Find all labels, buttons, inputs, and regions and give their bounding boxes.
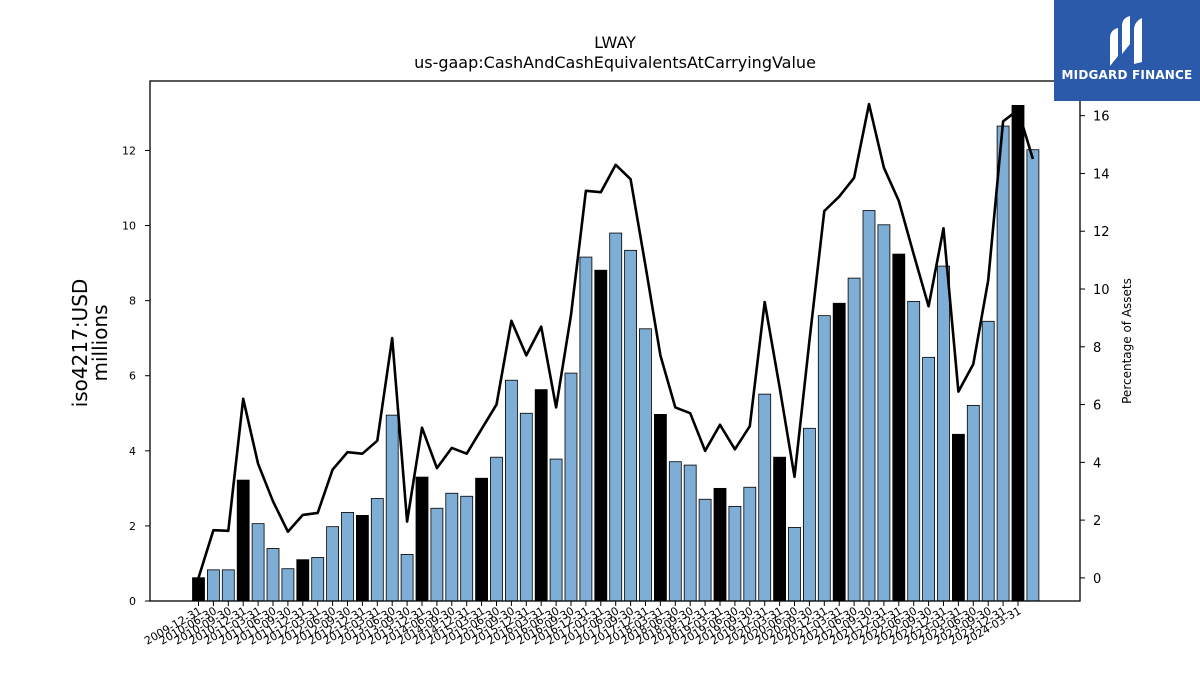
midgard-finance-logo: MIDGARD FINANCE (1054, 0, 1200, 101)
bar (862, 210, 876, 602)
y-tick-label: 12 (122, 144, 136, 157)
bar (668, 461, 682, 602)
bar (460, 495, 474, 602)
bars-group (192, 105, 1040, 602)
bar (996, 125, 1010, 602)
logo-text: MIDGARD FINANCE (1061, 68, 1193, 82)
bar (236, 479, 250, 602)
y2-tick-label: 4 (1093, 456, 1101, 471)
bar (758, 393, 772, 602)
bar (683, 464, 697, 602)
bar (385, 414, 399, 602)
bar (1011, 105, 1025, 602)
bar (832, 302, 846, 602)
bar (370, 498, 384, 602)
bar (579, 256, 593, 602)
chart-subtitle: us-gaap:CashAndCashEquivalentsAtCarrying… (414, 53, 816, 72)
bar (937, 265, 950, 602)
bar (624, 249, 637, 602)
bar (847, 277, 861, 602)
y-axis-right: 0 2 4 6 8 10 12 14 16 (1080, 110, 1110, 587)
bar (788, 527, 801, 602)
bar (206, 569, 220, 602)
y-axis-left: 0 2 4 6 8 10 12 (122, 144, 150, 608)
y2-tick-label: 12 (1093, 225, 1110, 240)
bar (639, 328, 652, 602)
bar (355, 514, 369, 602)
bar (594, 269, 608, 602)
bar (609, 232, 623, 602)
bar (713, 487, 727, 602)
bar (281, 568, 295, 602)
bar (475, 477, 489, 602)
chart-title: LWAY (594, 33, 636, 52)
bar (817, 315, 831, 602)
y-tick-label: 2 (129, 520, 136, 533)
bar (519, 412, 533, 602)
bar (504, 379, 518, 602)
y2-tick-label: 8 (1093, 341, 1101, 356)
y2-tick-label: 10 (1093, 283, 1110, 298)
bar (1026, 149, 1040, 602)
bar (445, 492, 459, 602)
y2-tick-label: 2 (1093, 514, 1101, 529)
bar (400, 554, 414, 602)
bar (981, 320, 995, 602)
bar (698, 498, 712, 602)
y2-tick-label: 0 (1093, 572, 1101, 587)
bar (773, 456, 786, 602)
bar (296, 559, 310, 602)
bar (534, 389, 548, 602)
bar (549, 458, 563, 602)
y2-tick-label: 16 (1093, 110, 1110, 125)
y-tick-label: 8 (129, 295, 136, 308)
bar (803, 427, 816, 602)
y-tick-label: 0 (129, 595, 136, 608)
bar (877, 224, 891, 602)
y2-axis-label: Percentage of Assets (1120, 278, 1134, 404)
midgard-logo-icon (1110, 16, 1142, 66)
bar (922, 356, 935, 602)
y-tick-label: 10 (122, 220, 136, 233)
bar (192, 577, 205, 602)
bar (966, 404, 980, 602)
y-tick-label: 6 (129, 370, 136, 383)
bar (430, 507, 444, 602)
bar (728, 505, 742, 602)
y2-tick-label: 6 (1093, 399, 1101, 414)
bar (221, 569, 235, 602)
bar (251, 523, 265, 602)
y-axis-label-line-1: iso4217:USD (68, 279, 92, 408)
bar (266, 548, 280, 602)
bar (907, 300, 921, 602)
bar (743, 486, 757, 602)
bar (341, 511, 354, 602)
y2-tick-label: 14 (1093, 167, 1110, 182)
bar (311, 557, 325, 602)
bar (952, 433, 965, 602)
percentage-line (197, 102, 1035, 579)
bar (564, 372, 578, 602)
bar (326, 526, 340, 602)
y-tick-label: 4 (129, 445, 136, 458)
bar (490, 456, 503, 602)
bar (415, 476, 429, 602)
plot-frame (149, 80, 1081, 602)
line-group (197, 102, 1035, 579)
y-axis-label-line-2: millions (88, 304, 112, 381)
x-axis: 2009-12-312010-06-302010-09-302010-12-31… (142, 601, 1024, 648)
bar (654, 414, 667, 602)
bar (892, 253, 906, 602)
